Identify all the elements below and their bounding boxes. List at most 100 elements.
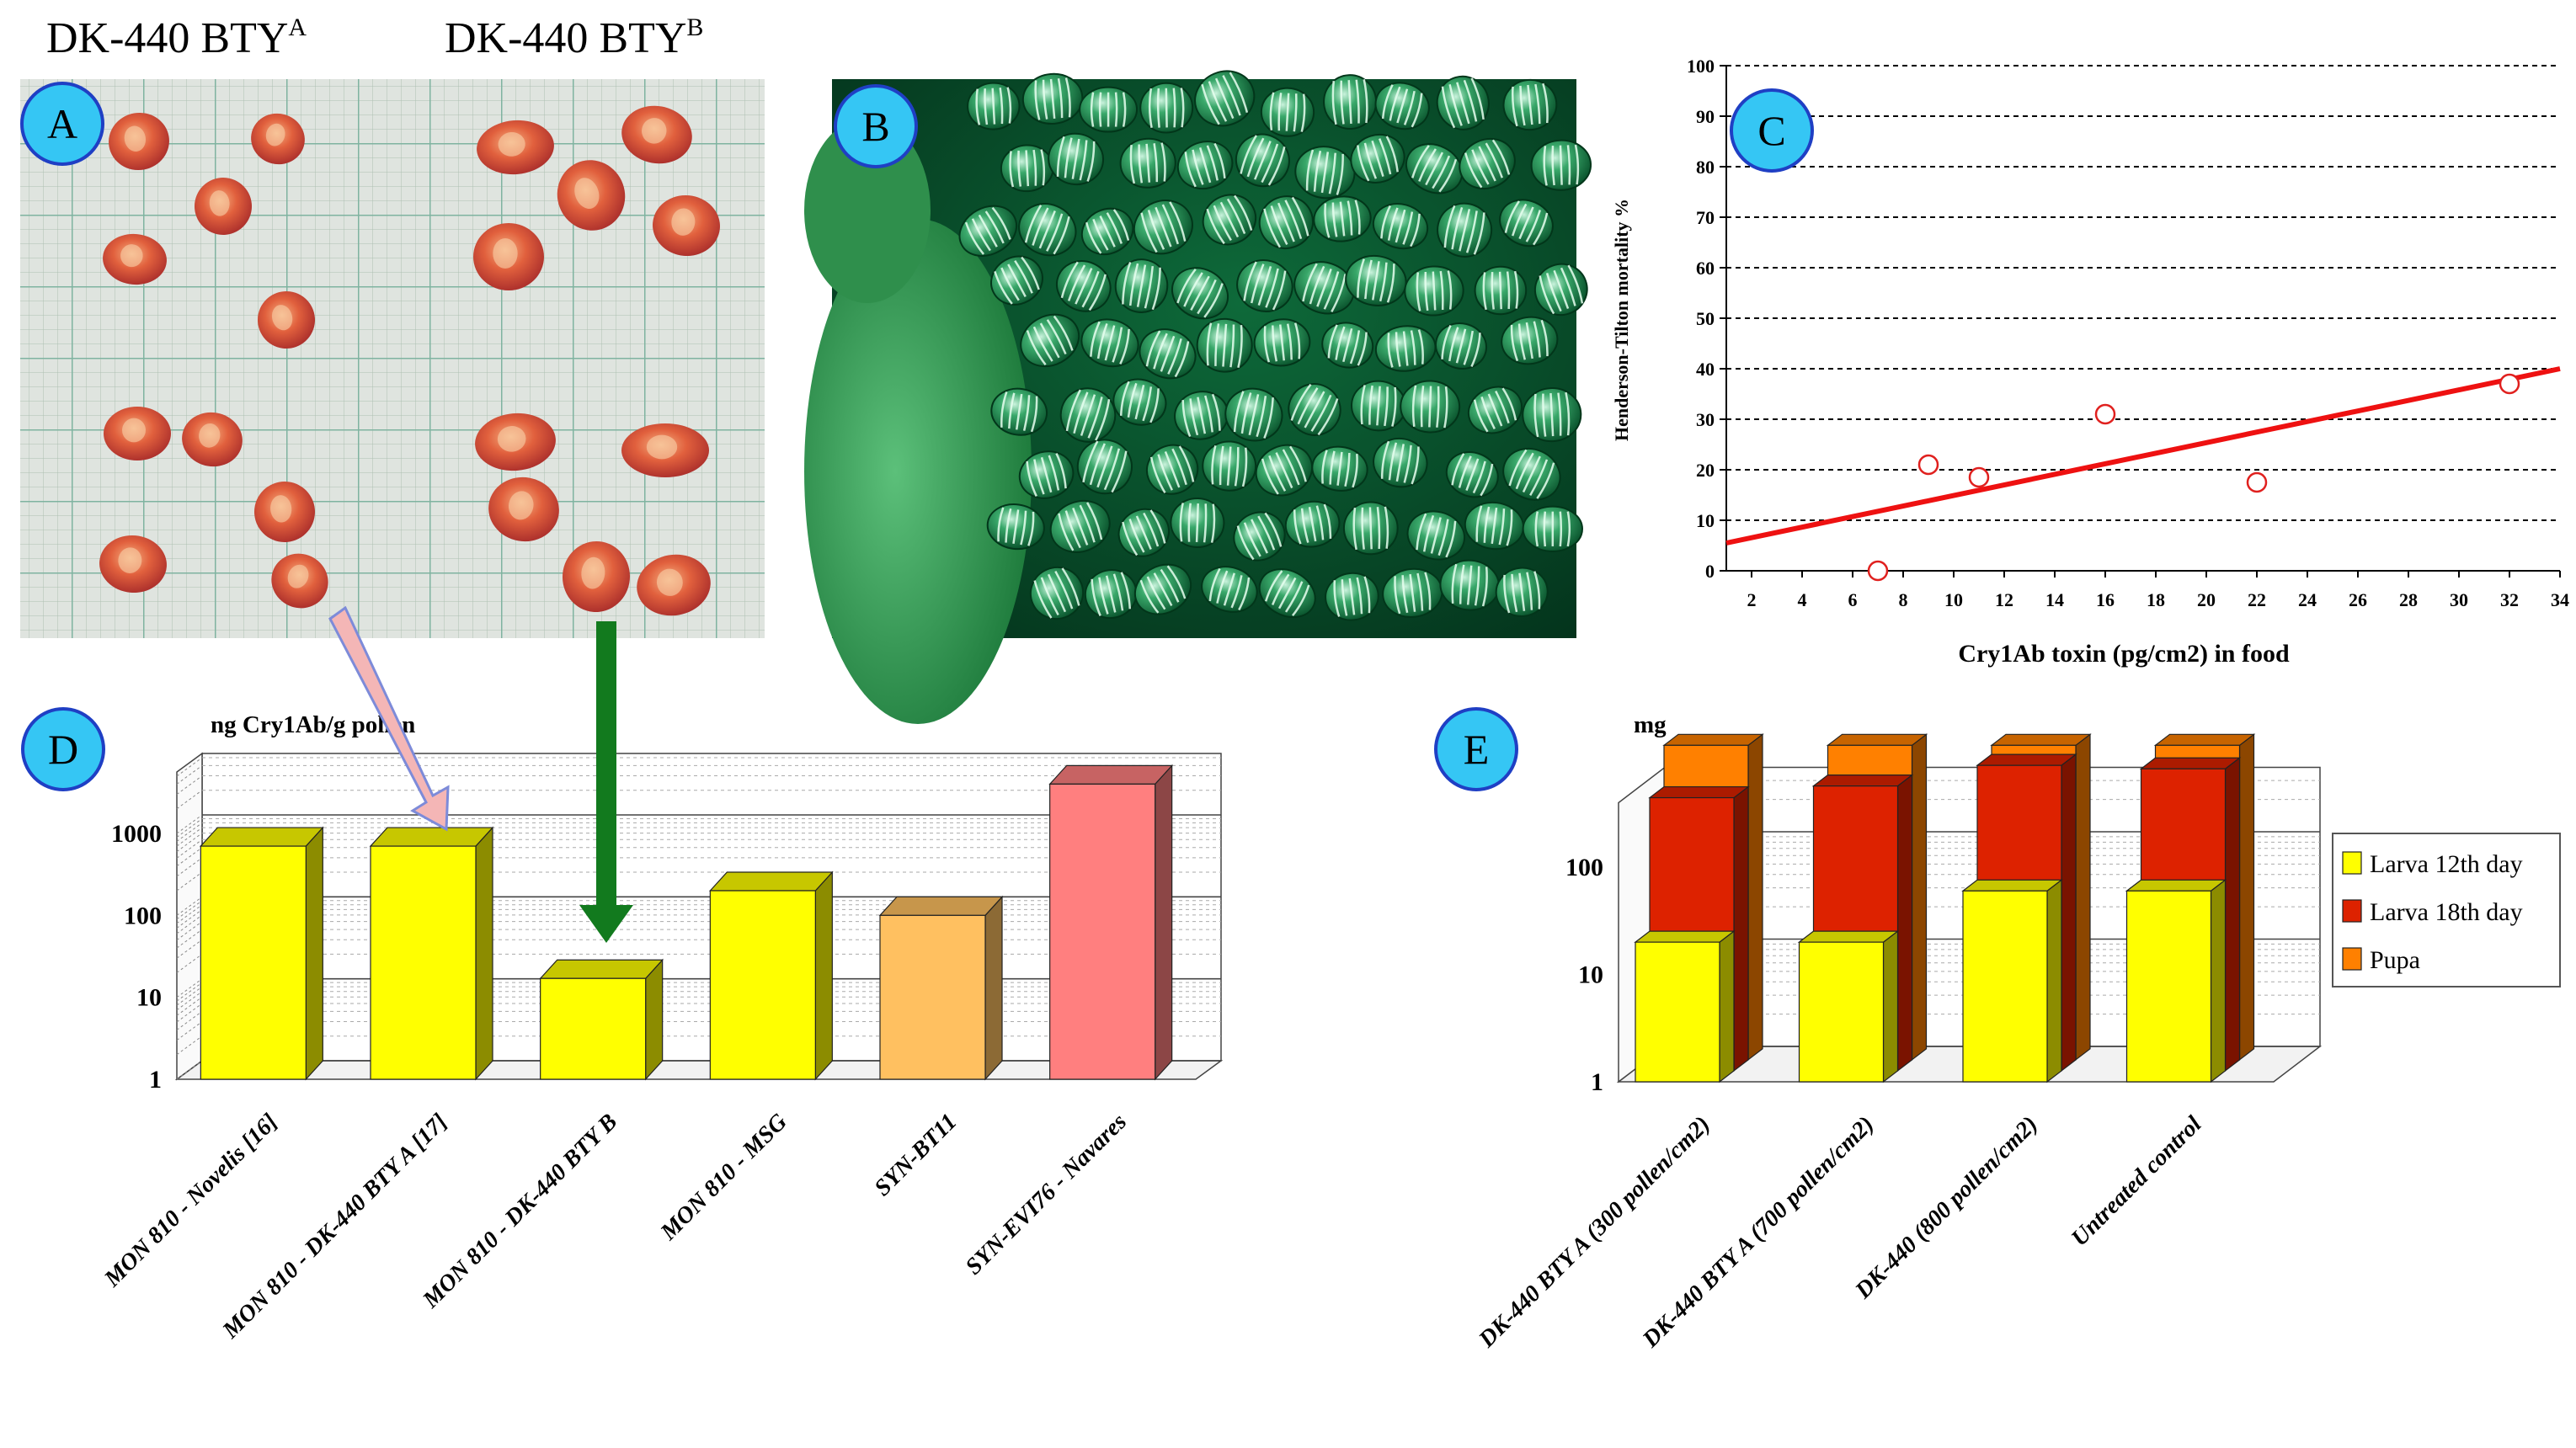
gridline-side	[176, 775, 203, 795]
gridline-side	[176, 914, 203, 934]
kernel	[621, 105, 692, 164]
arrow-green	[579, 621, 633, 943]
x-tick-label: 10	[1944, 589, 1963, 610]
y-tick-label: 10	[136, 984, 162, 1012]
kernel	[258, 291, 315, 349]
kernel	[562, 541, 631, 612]
egg	[1233, 511, 1286, 562]
chart-c-xlabel: Cry1Ab toxin (pg/cm2) in food	[1958, 640, 2290, 668]
x-tick-label: 20	[2197, 589, 2216, 610]
egg	[1260, 87, 1315, 137]
egg	[1080, 318, 1139, 368]
bar	[199, 826, 324, 1081]
gridline-side	[176, 909, 203, 929]
egg	[1236, 259, 1293, 312]
egg	[1404, 265, 1464, 317]
arrow-pink	[328, 605, 450, 832]
gridline-side	[176, 939, 203, 959]
y-tick-label: 30	[1696, 409, 1715, 430]
egg	[1284, 500, 1341, 548]
legend: Larva 12th day Larva 18th day Pupa	[2332, 833, 2561, 988]
egg	[1522, 387, 1582, 443]
x-tick-label: 32	[2500, 589, 2519, 610]
gridline-side	[176, 900, 203, 920]
gridline-side	[176, 847, 203, 867]
label-dk440-bty-a: DK-440 BTYA	[46, 13, 307, 62]
kernel	[99, 535, 167, 594]
x-tick-label: 18	[2147, 589, 2165, 610]
category-label: SYN-EVI76 - Navares	[961, 1109, 1132, 1280]
chart-c-scatter: Henderson-Tilton mortality % Cry1Ab toxi…	[1611, 56, 2569, 668]
scatter-point	[1968, 466, 1990, 488]
egg	[1533, 263, 1588, 317]
gridline-side	[176, 822, 203, 842]
egg	[986, 503, 1045, 551]
egg	[990, 255, 1043, 306]
egg	[990, 387, 1048, 436]
legend-label: Larva 18th day	[2370, 898, 2523, 926]
egg	[1029, 566, 1085, 620]
egg	[1406, 510, 1466, 561]
egg	[1076, 439, 1133, 495]
photo-panel-b	[804, 70, 1592, 724]
gridline-side	[176, 953, 203, 973]
egg	[1202, 194, 1257, 246]
badge-c: C	[1730, 88, 1814, 173]
egg	[1522, 505, 1583, 552]
badge-b: B	[834, 84, 918, 168]
y-tick-label: 1	[1591, 1068, 1603, 1096]
kernel	[473, 223, 544, 290]
egg	[1530, 139, 1592, 191]
bar	[539, 958, 664, 1081]
x-tick-label: 34	[2551, 589, 2569, 610]
x-tick-label: 6	[1848, 589, 1858, 610]
egg	[1372, 203, 1429, 250]
kernel	[271, 553, 328, 609]
gridline-side	[176, 1003, 203, 1023]
egg	[958, 205, 1018, 257]
egg	[1434, 322, 1488, 370]
egg	[1176, 141, 1234, 190]
x-tick-label: 8	[1899, 589, 1908, 610]
category-label: Untreated control	[2067, 1111, 2207, 1252]
egg	[1235, 133, 1290, 188]
svg-text:B: B	[861, 103, 889, 150]
x-tick-label: 14	[2045, 589, 2064, 610]
egg	[1350, 133, 1405, 184]
chart-c-ylabel: Henderson-Tilton mortality %	[1611, 199, 1632, 441]
photo-panel-a: DK-440 BTYA DK-440 BTYB	[20, 13, 765, 638]
x-tick-label: 22	[2248, 589, 2266, 610]
legend-label: Pupa	[2370, 946, 2420, 974]
gridline-side	[176, 978, 203, 998]
bar	[369, 826, 494, 1081]
egg	[1501, 316, 1559, 365]
gridline-side	[176, 929, 203, 949]
egg	[1405, 143, 1464, 194]
egg	[1117, 508, 1170, 557]
gridline-side	[176, 757, 203, 777]
x-tick-label: 4	[1798, 589, 1807, 610]
egg	[1059, 387, 1117, 443]
x-tick-label: 30	[2450, 589, 2468, 610]
egg	[1502, 447, 1561, 501]
y-tick-label: 100	[124, 902, 162, 929]
egg	[1020, 313, 1080, 368]
gridline-side	[176, 996, 203, 1016]
gridline-side	[176, 857, 203, 877]
gridline-side	[176, 896, 203, 916]
y-tick-label: 90	[1696, 106, 1715, 127]
egg	[1373, 437, 1428, 488]
kernel	[103, 233, 167, 285]
egg	[1018, 203, 1077, 257]
egg	[1436, 75, 1490, 130]
x-tick-label: 28	[2399, 589, 2418, 610]
category-label: DK-440 (800 pollen/cm2)	[1850, 1111, 2043, 1304]
gridline-side	[176, 982, 203, 1002]
svg-text:E: E	[1464, 726, 1490, 773]
egg	[1021, 72, 1084, 125]
gridline-side	[176, 1021, 203, 1041]
y-tick-label: 100	[1687, 56, 1715, 77]
egg	[1350, 380, 1407, 432]
